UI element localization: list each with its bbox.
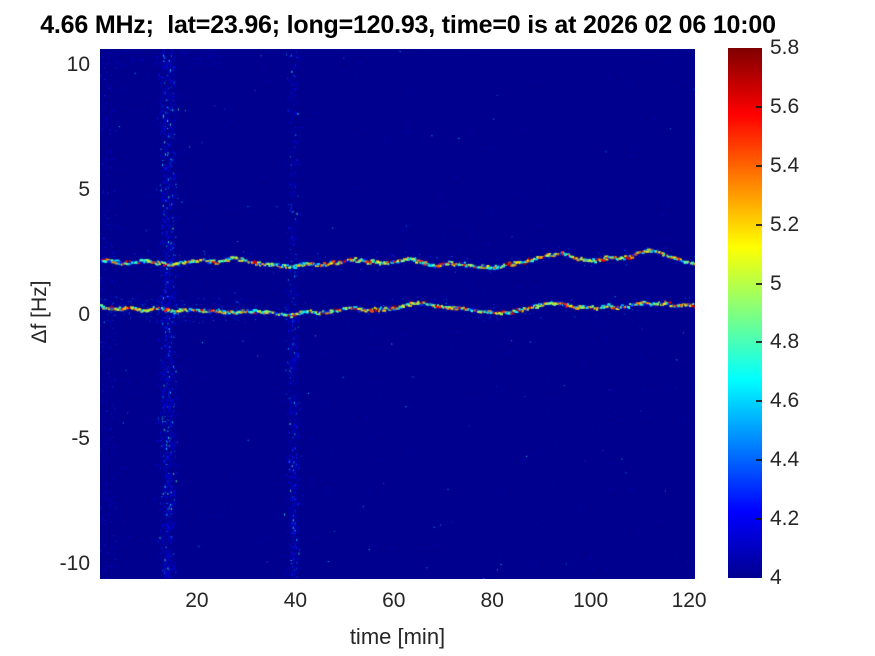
colorbar-tick-mark (756, 341, 762, 344)
spectrogram-canvas (100, 49, 695, 579)
x-tick-label: 40 (283, 589, 308, 612)
x-tick-label: 100 (573, 589, 609, 612)
colorbar-tick-label: 5 (770, 271, 782, 295)
x-axis-label: time [min] (349, 624, 446, 649)
y-tick-label: -10 (59, 552, 90, 576)
colorbar-tick-label: 5.4 (770, 153, 800, 177)
x-tick-label: 20 (185, 589, 209, 612)
y-tick-label: 0 (78, 302, 90, 326)
y-tick-label: 5 (78, 177, 90, 201)
x-tick-label: 60 (382, 589, 406, 612)
x-tick-label: 120 (671, 589, 707, 612)
colorbar-tick-label: 5.2 (770, 212, 800, 236)
colorbar-tick-mark (756, 282, 762, 285)
colorbar-tick-mark (756, 518, 762, 521)
colorbar-tick-label: 4.6 (770, 389, 800, 413)
y-tick-label: -5 (71, 427, 90, 451)
colorbar-tick-mark (756, 164, 762, 167)
colorbar-tick-label: 4.4 (770, 448, 800, 472)
colorbar-tick-label: 4.2 (770, 507, 800, 531)
colorbar-tick-mark (756, 459, 762, 462)
colorbar-tick-mark (756, 105, 762, 108)
colorbar-tick-label: 5.6 (770, 94, 800, 118)
colorbar-tick-mark (756, 400, 762, 403)
colorbar-tick-label: 5.8 (770, 36, 800, 59)
colorbar-tick-label: 4 (770, 566, 782, 589)
x-tick-label: 80 (480, 589, 504, 612)
y-tick-label: 10 (66, 53, 90, 77)
colorbar (728, 48, 762, 578)
colorbar-tick-label: 4.8 (770, 330, 800, 354)
colorbar-tick-mark (756, 223, 762, 226)
plot-title: 4.66 MHz; lat=23.96; long=120.93, time=0… (40, 11, 776, 39)
